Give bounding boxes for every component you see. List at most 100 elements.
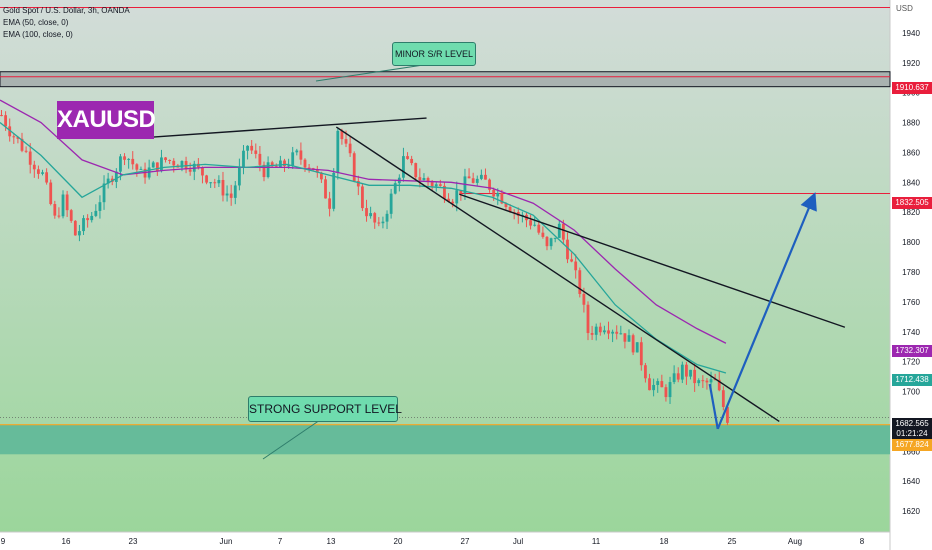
candle-body xyxy=(508,207,512,213)
candle-body xyxy=(631,335,635,353)
candle xyxy=(467,168,471,179)
ema50-legend[interactable]: EMA (50, close, 0) xyxy=(3,18,69,27)
candle-body xyxy=(652,384,656,391)
candle-body xyxy=(131,158,135,165)
candle-body xyxy=(242,150,245,167)
candle xyxy=(12,133,16,144)
candle-body xyxy=(689,369,692,377)
candle xyxy=(660,374,664,388)
candle xyxy=(369,206,373,219)
candle xyxy=(295,148,299,156)
candle xyxy=(656,378,660,393)
candle xyxy=(402,147,405,182)
candle-body xyxy=(656,381,660,385)
candle xyxy=(106,172,110,189)
candle xyxy=(685,361,688,385)
candle-body xyxy=(668,382,672,398)
candle xyxy=(697,378,701,387)
candle xyxy=(303,158,307,172)
candle-body xyxy=(410,158,414,164)
candle-body xyxy=(258,153,262,165)
candle-body xyxy=(295,150,299,153)
candle xyxy=(28,143,32,174)
candle-body xyxy=(611,331,615,334)
candle xyxy=(598,322,602,336)
candle-body xyxy=(332,172,336,209)
candle-body xyxy=(344,139,348,144)
trendline-1 xyxy=(147,117,427,139)
symbol-badge: XAUUSD xyxy=(57,101,156,139)
candle xyxy=(299,142,303,165)
x-tick-label: 18 xyxy=(660,537,669,546)
candle xyxy=(590,325,594,340)
candle xyxy=(635,342,639,353)
candle xyxy=(451,198,455,208)
candle xyxy=(356,175,360,196)
candle-body xyxy=(49,182,53,205)
candle-body xyxy=(615,331,619,334)
candle xyxy=(721,386,725,411)
candle xyxy=(237,158,241,191)
candle xyxy=(221,171,225,202)
candle xyxy=(676,367,680,383)
y-tick-label: 1640 xyxy=(902,477,920,486)
candle xyxy=(131,151,135,170)
candle-body xyxy=(479,174,483,179)
candle xyxy=(639,337,643,371)
candle-body xyxy=(266,162,270,178)
candle xyxy=(594,323,598,341)
candle-body xyxy=(221,179,225,196)
ema100-legend[interactable]: EMA (100, close, 0) xyxy=(3,30,73,39)
candle-body xyxy=(233,185,237,198)
candle xyxy=(225,185,229,202)
candle-body xyxy=(106,178,110,184)
candle xyxy=(611,329,615,343)
trendline-3 xyxy=(459,193,846,328)
last-price-label: 1682.565 xyxy=(892,418,932,430)
candle-body xyxy=(352,153,356,182)
candle xyxy=(619,325,623,335)
candle-body xyxy=(336,130,340,173)
candle xyxy=(631,333,635,356)
candle xyxy=(41,169,44,176)
candle-body xyxy=(582,293,586,305)
symbol-title: Gold Spot / U.S. Dollar, 3h, OANDA xyxy=(3,6,130,15)
candle-body xyxy=(664,387,668,398)
candle-body xyxy=(361,186,364,209)
candle-body xyxy=(438,184,442,186)
candle-body xyxy=(4,115,8,127)
candle-body xyxy=(94,210,98,216)
candle-body xyxy=(549,238,553,247)
candle-body xyxy=(402,156,405,178)
x-tick-label: 20 xyxy=(394,537,403,546)
support-price-label: 1677.824 xyxy=(892,439,932,451)
candle xyxy=(98,195,102,219)
candle-body xyxy=(201,167,204,176)
candle-body xyxy=(299,150,303,160)
candle xyxy=(418,168,422,188)
resistance-zone xyxy=(0,71,891,88)
candle-body xyxy=(270,162,274,167)
candle xyxy=(250,139,254,154)
candle-body xyxy=(443,185,446,199)
candle-body xyxy=(660,381,664,388)
candle xyxy=(549,237,553,250)
candle-body xyxy=(209,182,213,184)
candle xyxy=(45,168,49,185)
candle xyxy=(90,211,94,223)
candle xyxy=(37,165,40,179)
candle-body xyxy=(500,193,504,204)
candle xyxy=(484,168,487,180)
candle xyxy=(393,179,397,195)
candle xyxy=(53,200,57,219)
time-axis-background xyxy=(0,532,890,550)
candle xyxy=(32,160,36,178)
candle-body xyxy=(188,169,192,172)
candle-body xyxy=(639,342,643,366)
candle xyxy=(627,329,631,342)
projection-down-stroke xyxy=(708,383,719,430)
candle-body xyxy=(151,162,155,168)
candle-body xyxy=(471,178,475,183)
ema50-line xyxy=(0,122,727,374)
